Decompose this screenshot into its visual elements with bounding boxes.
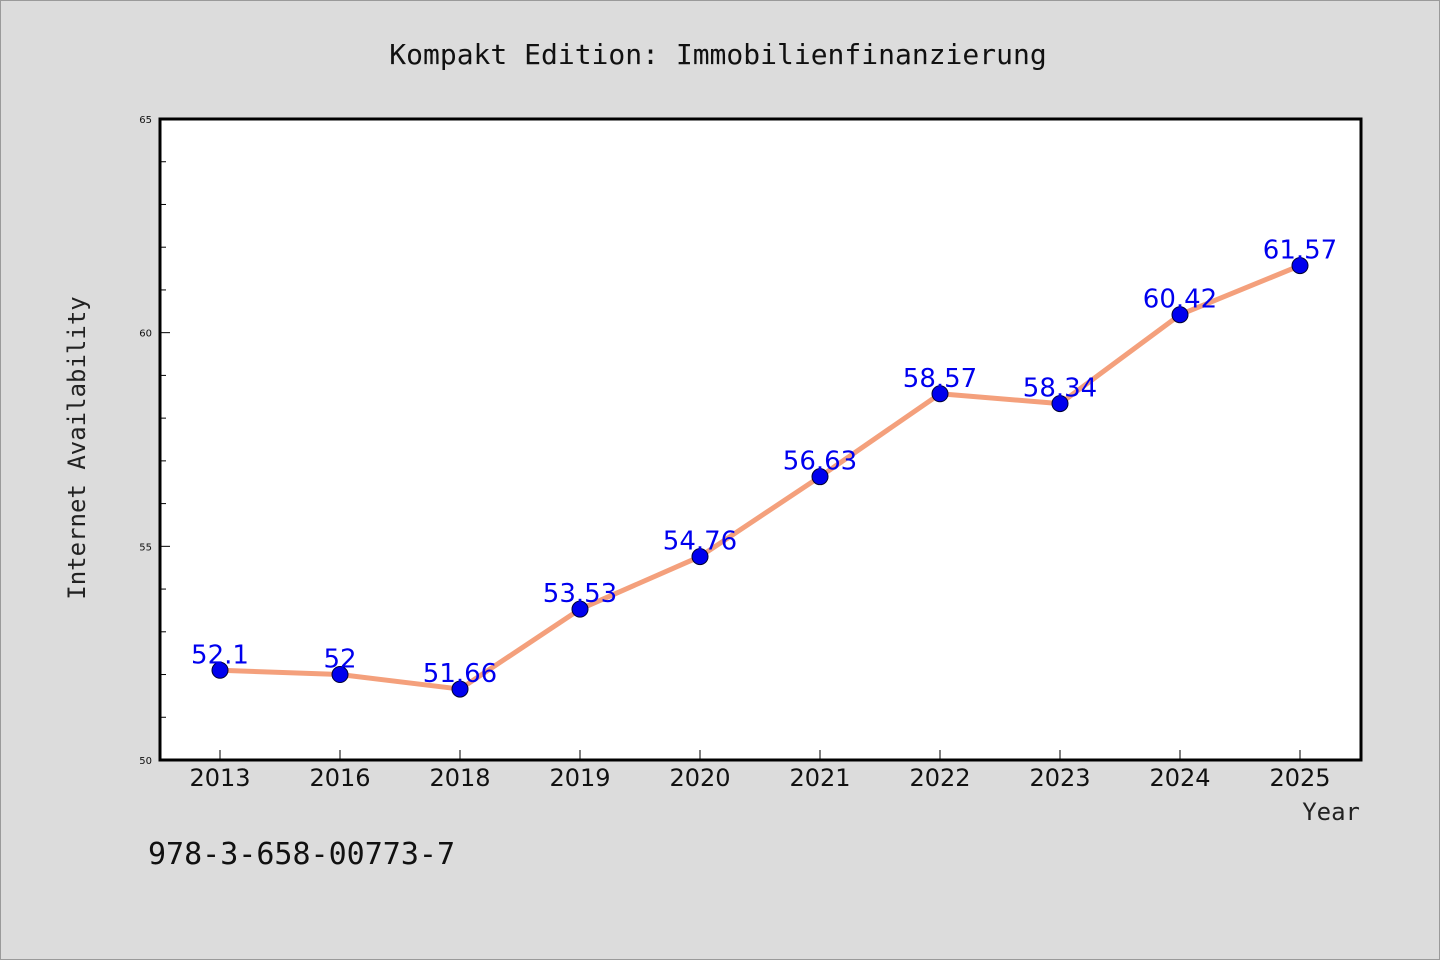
x-axis: 2013 2016 2018 2019 2020 2021 2022 2023 2024 2025 (189, 750, 1331, 792)
data-label: 54.76 (663, 527, 737, 557)
y-tick-label: 65 (139, 115, 152, 126)
y-axis: 50 55 60 65 (139, 115, 170, 767)
data-point (1171, 306, 1189, 324)
x-tick-label: 2020 (669, 764, 730, 792)
data-point (331, 666, 349, 684)
data-point (451, 680, 469, 698)
y-tick-label: 60 (139, 329, 152, 340)
data-point (931, 385, 949, 403)
y-axis-label: Internet Availability (63, 296, 91, 599)
x-tick-label: 2025 (1269, 764, 1330, 792)
isbn-text: 978-3-658-00773-7 (148, 837, 455, 872)
x-tick-label: 2023 (1029, 764, 1090, 792)
data-label: 52.1 (191, 640, 249, 670)
data-point (211, 661, 229, 679)
x-tick-label: 2013 (189, 764, 250, 792)
x-tick-label: 2019 (549, 764, 610, 792)
x-tick-label: 2024 (1149, 764, 1210, 792)
data-label: 53.53 (543, 579, 617, 609)
plot-area (158, 117, 1363, 762)
data-label: 58.34 (1023, 374, 1097, 404)
x-tick-label: 2021 (789, 764, 850, 792)
x-tick-label: 2018 (429, 764, 490, 792)
data-point (1051, 395, 1069, 413)
data-point (571, 600, 589, 618)
series-group: 52.1 52 51.66 53.53 54.76 56.63 58.57 58.34 60.4… (191, 236, 1337, 698)
data-label: 60.42 (1143, 285, 1217, 315)
data-label: 51.66 (423, 659, 497, 689)
x-axis-label: Year (1302, 798, 1360, 826)
data-point (691, 548, 709, 566)
data-label: 58.57 (903, 364, 977, 394)
y-tick-label: 50 (139, 756, 152, 767)
data-point (1291, 257, 1309, 275)
data-label: 52 (323, 645, 356, 675)
x-tick-label: 2022 (909, 764, 970, 792)
x-tick-label: 2016 (309, 764, 370, 792)
data-label: 61.57 (1263, 236, 1337, 266)
series-line (217, 263, 1303, 692)
y-tick-label: 55 (139, 542, 152, 553)
data-label: 56.63 (783, 447, 857, 477)
chart-title: Kompakt Edition: Immobilienfinanzierung (389, 38, 1046, 71)
data-point (811, 468, 829, 486)
